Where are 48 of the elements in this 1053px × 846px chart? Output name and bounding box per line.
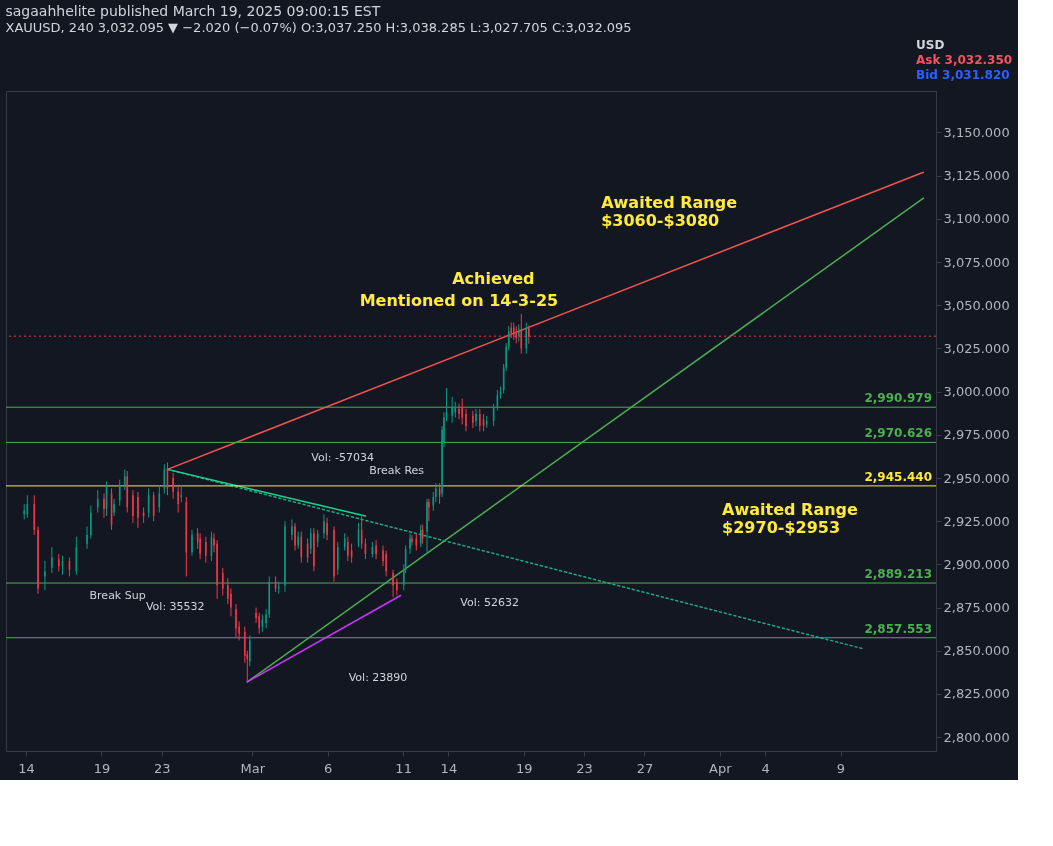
ref-line-label: 2,889.213	[864, 567, 932, 582]
annotation: Vol: 23890	[348, 671, 408, 685]
y-tick-label: 2,825.000	[943, 686, 1010, 702]
y-tick-label: 3,100.000	[943, 211, 1010, 227]
y-tick-label: 2,850.000	[943, 643, 1010, 659]
ref-line-label: 2,857.553	[864, 621, 932, 636]
text: Bid 3,031.820	[916, 68, 1010, 82]
text: Ask 3,032.350	[916, 53, 1013, 67]
x-tick-label: 14	[440, 760, 458, 776]
x-tick-label: 27	[636, 760, 654, 776]
x-tick-label: 4	[761, 760, 770, 776]
y-tick-label: 3,050.000	[943, 297, 1010, 313]
y-tick-label: 2,925.000	[943, 513, 1010, 529]
x-tick-label: 14	[18, 760, 35, 776]
x-tick-label: 23	[576, 760, 593, 776]
y-tick-label: 3,075.000	[943, 254, 1010, 270]
x-tick-label: Apr	[709, 760, 733, 776]
annotation: Awaited Range $3060-$3080	[601, 193, 738, 231]
y-tick-label: 2,800.000	[943, 729, 1010, 745]
annotation: Achieved	[452, 269, 535, 289]
y-tick-label: 3,150.000	[943, 124, 1010, 140]
y-tick-label: 2,900.000	[943, 556, 1010, 572]
y-tick-label: 3,025.000	[943, 340, 1010, 356]
y-tick-label: 2,975.000	[943, 427, 1010, 443]
x-tick-label: 23	[154, 760, 171, 776]
ref-line-label: 2,945.440	[864, 469, 932, 484]
x-tick-label: 19	[516, 760, 533, 776]
annotation: Break Sup	[89, 588, 146, 602]
y-tick-label: 3,125.000	[943, 168, 1010, 184]
x-tick-label: 11	[395, 760, 412, 776]
chart-title: sagaahhelite published March 19, 2025 09:00:15 EST	[5, 3, 381, 19]
ref-line-label: 2,970.626	[864, 426, 932, 441]
x-tick-label: Mar	[240, 760, 266, 776]
chart-subtitle: XAUUSD, 240 3,032.095 ▼ −2.020 (−0.07%) O:3,037.250 H:3,038.285 L:3,027.705 C:3,032.095	[5, 20, 632, 35]
text: USD	[916, 38, 945, 52]
annotation: Break Res	[369, 463, 425, 477]
annotation: Vol: 52632	[460, 595, 519, 609]
y-tick-label: 2,950.000	[943, 470, 1010, 486]
x-tick-label: 6	[324, 760, 333, 776]
annotation: Mentioned on 14-3-25	[359, 290, 559, 310]
x-tick-label: 9	[836, 760, 846, 776]
annotation: Vol: 35532	[145, 600, 205, 614]
annotation: Awaited Range $2970-$2953	[722, 500, 859, 538]
ref-line-label: 2,990.979	[864, 391, 932, 406]
y-tick-label: 2,875.000	[943, 600, 1010, 616]
annotation: Vol: -57034	[311, 450, 374, 464]
y-tick-label: 3,000.000	[943, 384, 1010, 400]
x-tick-label: 19	[93, 760, 111, 776]
